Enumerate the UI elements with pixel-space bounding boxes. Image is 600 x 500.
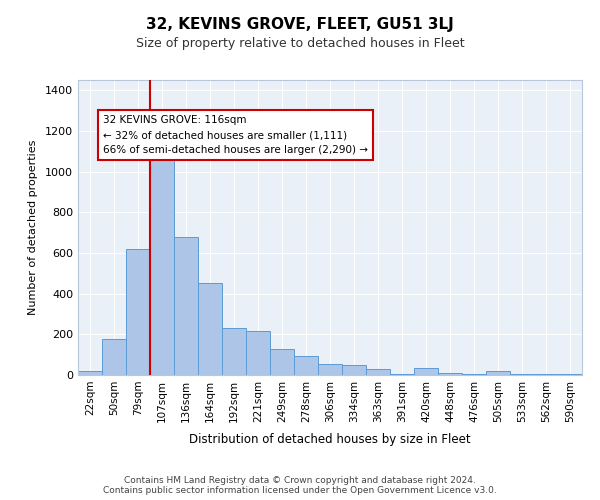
Bar xyxy=(414,368,438,375)
Bar xyxy=(102,340,126,375)
Bar xyxy=(462,374,486,375)
Bar xyxy=(78,372,102,375)
Bar xyxy=(198,284,222,375)
Bar xyxy=(222,328,246,375)
Text: Size of property relative to detached houses in Fleet: Size of property relative to detached ho… xyxy=(136,38,464,51)
Bar xyxy=(246,332,270,375)
Bar xyxy=(438,373,462,375)
Bar xyxy=(270,348,294,375)
Bar xyxy=(318,364,342,375)
Bar xyxy=(486,372,510,375)
Bar xyxy=(294,356,318,375)
Text: 32, KEVINS GROVE, FLEET, GU51 3LJ: 32, KEVINS GROVE, FLEET, GU51 3LJ xyxy=(146,18,454,32)
Bar xyxy=(558,374,582,375)
Text: 32 KEVINS GROVE: 116sqm
← 32% of detached houses are smaller (1,111)
66% of semi: 32 KEVINS GROVE: 116sqm ← 32% of detache… xyxy=(103,116,368,155)
Bar xyxy=(534,374,558,375)
Bar xyxy=(126,249,150,375)
Bar xyxy=(366,370,390,375)
Bar xyxy=(510,374,534,375)
Bar xyxy=(174,236,198,375)
Text: Contains HM Land Registry data © Crown copyright and database right 2024.
Contai: Contains HM Land Registry data © Crown c… xyxy=(103,476,497,495)
Bar xyxy=(390,374,414,375)
X-axis label: Distribution of detached houses by size in Fleet: Distribution of detached houses by size … xyxy=(189,433,471,446)
Bar xyxy=(342,365,366,375)
Bar xyxy=(150,149,174,375)
Y-axis label: Number of detached properties: Number of detached properties xyxy=(28,140,38,315)
